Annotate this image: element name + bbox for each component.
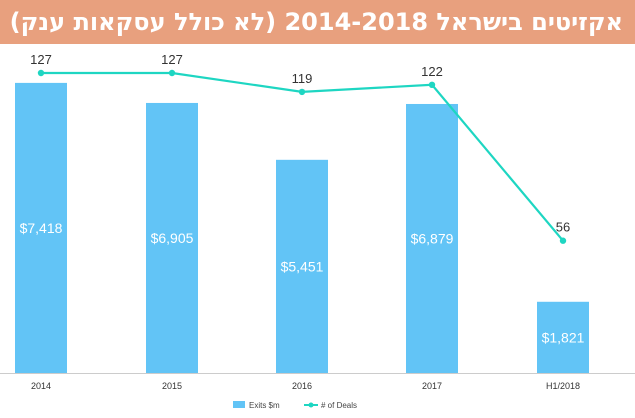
deals-point: [168, 69, 176, 77]
title-banner: אקזיטים בישראל 2014-2018 (לא כולל עסקאות…: [0, 0, 635, 44]
bar-2017: [406, 103, 458, 374]
legend-label-deals: # of Deals: [321, 401, 357, 410]
bar-h1-2018: [537, 301, 589, 373]
x-tick-label: 2017: [422, 381, 442, 391]
deals-value-label: 119: [292, 71, 313, 86]
legend-label-exits: Exits $m: [249, 401, 280, 410]
deals-point: [298, 88, 306, 96]
x-tick-label: H1/2018: [546, 381, 580, 391]
x-tick-label: 2014: [31, 381, 51, 391]
bar-2014: [15, 82, 67, 373]
bar-value-label: $6,879: [411, 230, 454, 246]
deals-value-label: 127: [30, 52, 52, 67]
x-tick-label: 2015: [162, 381, 182, 391]
legend-swatch-exits: [233, 401, 245, 408]
bar-value-label: $5,451: [281, 258, 324, 274]
bar-2015: [146, 102, 198, 373]
deals-point: [37, 69, 45, 77]
bar-value-label: $1,821: [542, 329, 585, 345]
chart-title: אקזיטים בישראל 2014-2018 (לא כולל עסקאות…: [9, 8, 623, 36]
deals-value-label: 127: [161, 52, 183, 67]
deals-value-label: 56: [556, 220, 570, 235]
deals-point: [559, 237, 567, 244]
deals-point: [428, 81, 436, 89]
bar-value-label: $7,418: [20, 220, 63, 236]
bar-value-label: $6,905: [151, 230, 194, 246]
bar-2016: [276, 159, 328, 373]
deals-value-label: 122: [421, 64, 443, 79]
x-tick-label: 2016: [292, 381, 312, 391]
legend-swatch-deals-marker: [308, 402, 314, 408]
